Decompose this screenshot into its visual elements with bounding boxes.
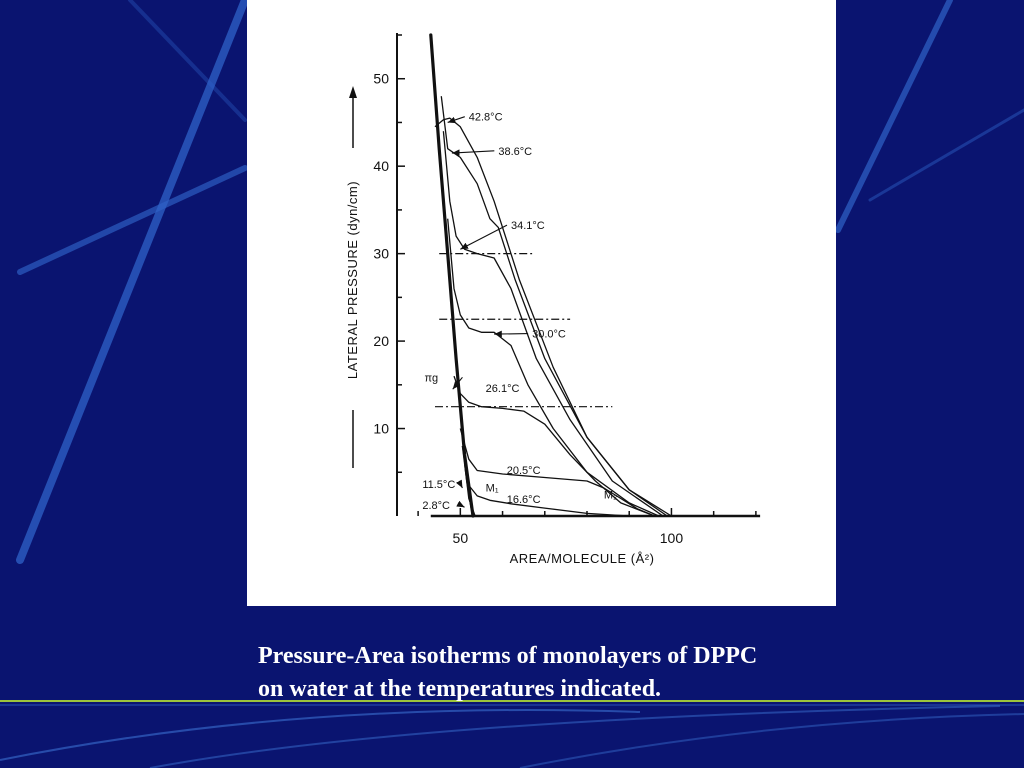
isotherm-chart: 10 20 30 40 50 50 100 42.8°C 38.6°C 34.1°C 30.0°C… xyxy=(345,33,761,566)
x-tick-label: 100 xyxy=(660,530,684,546)
annotation-label-16-6-c: 16.6°C xyxy=(507,494,541,506)
series-line-38-6-c xyxy=(440,96,668,517)
chart-series xyxy=(429,33,672,518)
annotation-leader xyxy=(447,116,465,124)
series-line-16-6-c xyxy=(461,445,630,517)
annotation-leader xyxy=(456,500,465,508)
y-axis-title-arrowhead xyxy=(349,86,357,98)
y-tick-label: 30 xyxy=(373,246,389,262)
bottom-rules xyxy=(0,700,1024,768)
annotation-leader xyxy=(494,330,529,338)
annotation-label-m: M₂ xyxy=(604,490,617,502)
swoosh-left-1 xyxy=(16,0,249,564)
series-line-30-0-c xyxy=(447,218,660,517)
annotation-label-34-1-c: 34.1°C xyxy=(511,220,545,232)
series-line-2-8-c xyxy=(463,463,476,517)
bottom-curve-3 xyxy=(519,713,1024,768)
annotation-label-26-1-c: 26.1°C xyxy=(486,383,520,395)
decorative-swooshes xyxy=(16,0,1024,564)
phase-lines xyxy=(435,253,613,408)
x-tick-label: 50 xyxy=(453,530,469,546)
y-tick-label: 40 xyxy=(373,158,389,174)
bottom-curve-1 xyxy=(0,709,641,761)
swoosh-left-3 xyxy=(128,0,247,122)
y-tick-label: 20 xyxy=(373,333,389,349)
annotation-label-30-0-c: 30.0°C xyxy=(532,329,566,341)
annotation-label-2-8-c: 2.8°C xyxy=(422,500,450,512)
annotation-leader xyxy=(451,149,495,156)
swoosh-right-2 xyxy=(868,108,1024,202)
annotation-leader xyxy=(460,224,508,250)
annotation-label-m: M₁ xyxy=(486,483,499,495)
caption-line-2: on water at the temperatures indicated. xyxy=(258,676,662,702)
swoosh-right-1 xyxy=(835,0,953,233)
chart-annotations: 42.8°C 38.6°C 34.1°C 30.0°C 26.1°C 20.5°C 16.6… xyxy=(422,112,617,512)
annotation-label-11-5-c: 11.5°C xyxy=(422,479,455,491)
series-line-26-1-c xyxy=(453,375,655,517)
condensed-branch-line xyxy=(429,33,475,518)
series-line-20-5-c xyxy=(459,428,655,517)
annotation-label-38-6-c: 38.6°C xyxy=(498,146,532,158)
chart-axes: 10 20 30 40 50 50 100 xyxy=(373,33,761,546)
annotation-label-42-8-c: 42.8°C xyxy=(469,112,503,124)
swoosh-left-2 xyxy=(17,165,248,275)
figure-panel: 10 20 30 40 50 50 100 42.8°C 38.6°C 34.1°C 30.0°C… xyxy=(247,0,836,606)
annotation-label-g: πg xyxy=(424,372,438,384)
annotation-label-20-5-c: 20.5°C xyxy=(507,465,541,477)
series-line-42-8-c xyxy=(434,117,672,517)
y-axis-title-group: LATERAL PRESSURE (dyn/cm) xyxy=(345,86,360,468)
bottom-curve-2 xyxy=(149,705,1001,768)
y-tick-label: 10 xyxy=(373,421,389,437)
annotation-leader xyxy=(455,479,463,489)
annotation-leader xyxy=(452,376,463,390)
caption-line-1: Pressure-Area isotherms of monolayers of… xyxy=(258,643,758,669)
series-line-34-1-c xyxy=(442,131,664,517)
y-axis-title: LATERAL PRESSURE (dyn/cm) xyxy=(345,181,360,379)
x-axis-title: AREA/MOLECULE (Å²) xyxy=(510,551,655,566)
y-tick-label: 50 xyxy=(373,71,389,87)
